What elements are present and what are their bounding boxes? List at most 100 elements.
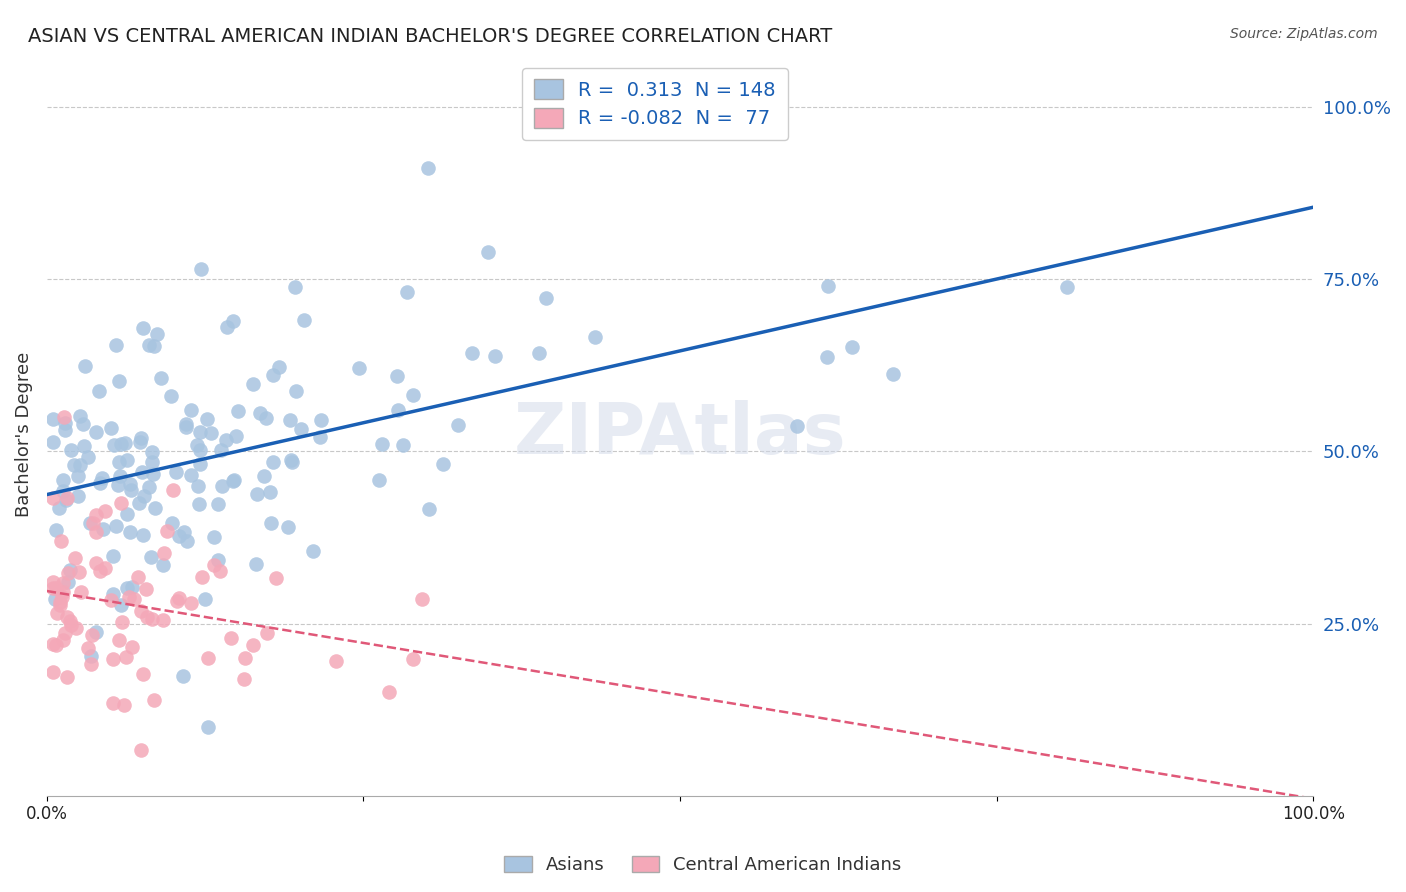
Point <box>101 549 124 564</box>
Point <box>180 468 202 483</box>
Point <box>309 430 332 444</box>
Point <box>180 403 202 417</box>
Point <box>187 479 209 493</box>
Point <box>48 595 70 609</box>
Point <box>108 455 131 469</box>
Point <box>153 546 176 560</box>
Point <box>188 425 211 440</box>
Point <box>284 280 307 294</box>
Point <box>66 489 89 503</box>
Point <box>110 598 132 612</box>
Point <box>89 564 111 578</box>
Point <box>103 652 125 666</box>
Point <box>385 368 408 383</box>
Point <box>387 402 409 417</box>
Point <box>186 437 208 451</box>
Point <box>211 479 233 493</box>
Point <box>262 455 284 469</box>
Point <box>45 524 67 538</box>
Point <box>141 612 163 626</box>
Point <box>160 389 183 403</box>
Point <box>89 384 111 398</box>
Point <box>786 418 808 433</box>
Point <box>129 434 152 449</box>
Point <box>84 508 107 523</box>
Point <box>262 368 284 383</box>
Point <box>402 388 425 402</box>
Point <box>103 438 125 452</box>
Point <box>219 631 242 645</box>
Point <box>55 416 77 430</box>
Point <box>162 483 184 497</box>
Point <box>60 618 83 632</box>
Point <box>280 413 302 427</box>
Point <box>141 455 163 469</box>
Point <box>60 443 83 458</box>
Point <box>56 575 79 590</box>
Point <box>104 338 127 352</box>
Point <box>56 566 79 581</box>
Point <box>122 591 145 606</box>
Point <box>135 582 157 596</box>
Point <box>108 633 131 648</box>
Point <box>65 621 87 635</box>
Point <box>55 669 77 683</box>
Point <box>84 425 107 439</box>
Point <box>80 649 103 664</box>
Text: Source: ZipAtlas.com: Source: ZipAtlas.com <box>1230 27 1378 41</box>
Point <box>418 502 440 516</box>
Point <box>107 478 129 492</box>
Point <box>259 484 281 499</box>
Point <box>141 550 163 565</box>
Point <box>118 476 141 491</box>
Point <box>93 504 115 518</box>
Point <box>277 520 299 534</box>
Point <box>484 349 506 363</box>
Point <box>368 473 391 487</box>
Point <box>90 471 112 485</box>
Point <box>302 544 325 558</box>
Point <box>128 495 150 509</box>
Point <box>42 435 65 450</box>
Point <box>114 436 136 450</box>
Point <box>46 606 69 620</box>
Point <box>45 581 67 595</box>
Point <box>82 516 104 530</box>
Point <box>432 457 454 471</box>
Point <box>815 351 838 365</box>
Point <box>56 609 79 624</box>
Point <box>477 245 499 260</box>
Point <box>131 465 153 479</box>
Point <box>395 285 418 299</box>
Point <box>93 522 115 536</box>
Point <box>215 433 238 447</box>
Point <box>69 409 91 424</box>
Point <box>188 497 211 511</box>
Point <box>56 491 79 505</box>
Point <box>111 615 134 629</box>
Point <box>142 339 165 353</box>
Point <box>174 417 197 431</box>
Point <box>202 530 225 544</box>
Point <box>55 493 77 508</box>
Point <box>108 469 131 483</box>
Point <box>67 468 90 483</box>
Point <box>207 553 229 567</box>
Point <box>222 474 245 488</box>
Point <box>48 598 70 612</box>
Point <box>75 359 97 374</box>
Point <box>141 445 163 459</box>
Point <box>217 319 239 334</box>
Point <box>309 413 332 427</box>
Point <box>142 467 165 481</box>
Point <box>152 558 174 572</box>
Point <box>79 516 101 530</box>
Point <box>143 693 166 707</box>
Point <box>583 330 606 344</box>
Point <box>42 665 65 679</box>
Point <box>77 450 100 464</box>
Point <box>112 698 135 713</box>
Text: ASIAN VS CENTRAL AMERICAN INDIAN BACHELOR'S DEGREE CORRELATION CHART: ASIAN VS CENTRAL AMERICAN INDIAN BACHELO… <box>28 27 832 45</box>
Point <box>173 525 195 540</box>
Point <box>152 613 174 627</box>
